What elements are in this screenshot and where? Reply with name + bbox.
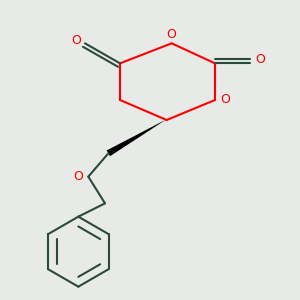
Text: O: O: [255, 53, 265, 67]
Text: O: O: [72, 34, 82, 46]
Text: O: O: [167, 28, 177, 41]
Polygon shape: [107, 119, 166, 156]
Text: O: O: [220, 94, 230, 106]
Text: O: O: [74, 170, 83, 183]
